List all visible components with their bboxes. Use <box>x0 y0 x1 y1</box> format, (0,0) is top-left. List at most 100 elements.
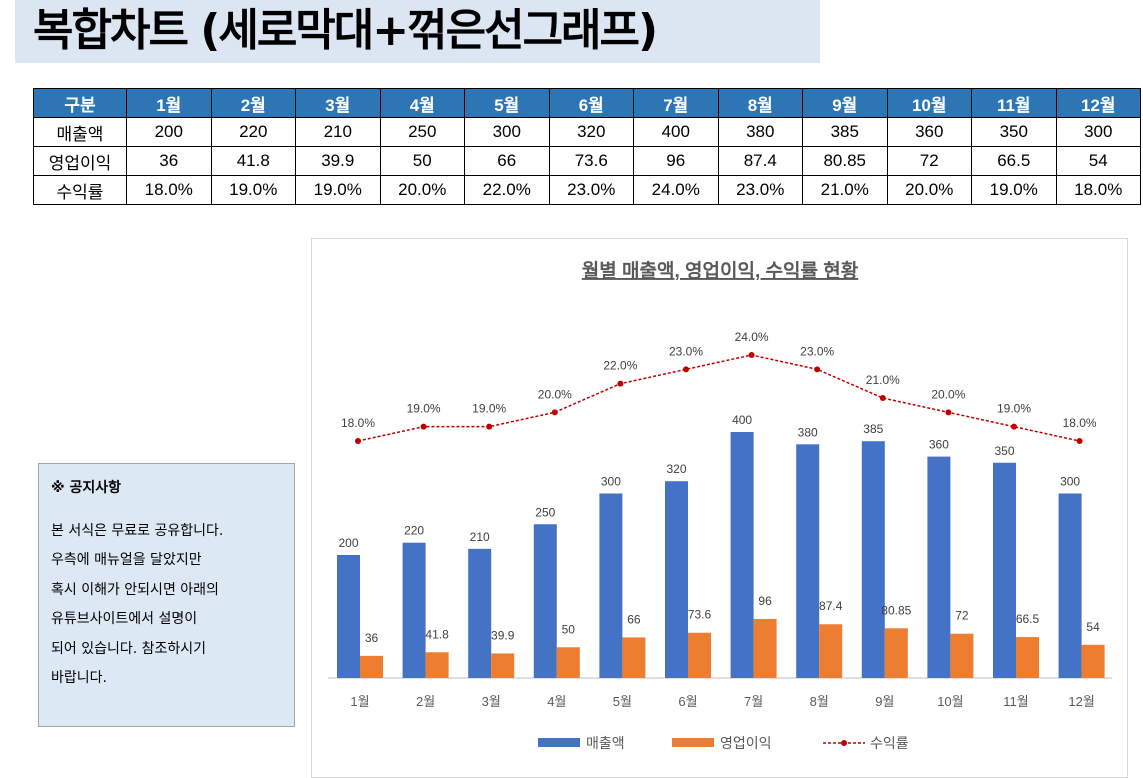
table-cell: 200 <box>126 117 212 147</box>
column-header: 2월 <box>210 88 296 118</box>
table-cell: 23.0% <box>717 175 803 205</box>
bar-sales <box>1058 493 1082 678</box>
legend-label-profit-rate: 수익률 <box>870 735 909 751</box>
data-label-sales: 300 <box>601 475 621 489</box>
column-header: 10월 <box>886 88 972 118</box>
marker-profit-rate <box>355 438 361 444</box>
column-header: 구분 <box>33 88 127 118</box>
table-cell: 54 <box>1055 146 1141 176</box>
table-cell: 20.0% <box>379 175 465 205</box>
marker-profit-rate <box>1011 423 1017 430</box>
category-tick-label: 7월 <box>744 694 763 709</box>
marker-profit-rate <box>748 352 755 359</box>
notice-line: 본 서식은 무료로 공유합니다. <box>51 522 224 539</box>
table-cell: 66.5 <box>971 146 1057 176</box>
data-label-operating-profit: 72 <box>955 609 969 623</box>
bar-sales <box>796 444 820 678</box>
data-label-operating-profit: 73.6 <box>688 608 712 622</box>
marker-profit-rate <box>420 423 427 430</box>
page-title: 복합차트 (세로막대+꺾은선그래프) <box>33 5 658 56</box>
bar-operating-profit <box>1081 644 1105 678</box>
bar-sales <box>861 441 885 678</box>
bar-sales <box>468 548 492 678</box>
data-label-profit-rate: 20.0% <box>538 387 572 401</box>
data-label-profit-rate: 21.0% <box>866 373 900 387</box>
data-label-sales: 380 <box>798 425 818 439</box>
table-cell: 24.0% <box>633 175 719 205</box>
data-label-profit-rate: 24.0% <box>735 330 769 344</box>
combo-chart: 월별 매출액, 영업이익, 수익률 현황 200 36 1월 220 41.8 2월 210 3… <box>328 259 1112 751</box>
data-label-operating-profit: 39.9 <box>491 628 515 642</box>
data-label-operating-profit: 80.85 <box>881 603 911 617</box>
notice-line: 유튜브사이트에서 설명이 <box>51 611 198 627</box>
table-header-row: 구분 1월 2월 3월 4월 5월 6월 7월 8월 9월 10월 11월 12월 <box>33 88 1141 118</box>
bar-sales <box>927 456 951 678</box>
bar-operating-profit <box>1016 637 1039 678</box>
table-cell: 73.6 <box>548 146 634 176</box>
data-label-profit-rate: 20.0% <box>931 387 965 401</box>
notice-line: 바랍니다. <box>51 670 107 686</box>
bar-sales <box>730 432 754 678</box>
table-cell: 36 <box>126 146 212 176</box>
category-tick-label: 12월 <box>1068 694 1094 709</box>
bar-operating-profit <box>753 618 777 678</box>
bar-operating-profit <box>884 628 908 678</box>
bar-operating-profit <box>622 637 646 678</box>
data-label-sales: 360 <box>929 438 949 452</box>
bar-operating-profit <box>556 647 580 678</box>
marker-profit-rate <box>486 423 493 430</box>
data-label-operating-profit: 66.5 <box>1016 612 1040 626</box>
table-cell: 19.0% <box>971 175 1057 205</box>
column-header: 8월 <box>717 88 803 118</box>
data-label-operating-profit: 50 <box>562 622 576 636</box>
table-cell: 320 <box>548 117 634 147</box>
category-tick-label: 4월 <box>547 694 566 709</box>
table-row: 영업이익 36 41.8 39.9 50 66 73.6 96 87.4 80.85 72 66.5 5… <box>33 146 1141 176</box>
data-label-sales: 210 <box>470 530 490 544</box>
data-label-operating-profit: 66 <box>627 612 641 626</box>
column-header: 9월 <box>802 88 888 118</box>
column-header: 1월 <box>126 88 212 118</box>
category-tick-label: 10월 <box>937 694 963 709</box>
data-label-profit-rate: 18.0% <box>1063 416 1097 430</box>
title-band <box>15 0 820 63</box>
legend-label-sales: 매출액 <box>586 735 625 751</box>
column-header: 5월 <box>464 88 550 118</box>
legend-swatch-operating-profit <box>672 738 714 747</box>
category-tick-label: 11월 <box>1003 694 1028 709</box>
bar-sales <box>337 555 360 678</box>
table-row: 수익률 18.0% 19.0% 19.0% 20.0% 22.0% 23.0% 24.0% 23… <box>33 175 1141 205</box>
category-tick-label: 6월 <box>678 694 697 709</box>
marker-profit-rate <box>945 409 952 416</box>
chart-title: 월별 매출액, 영업이익, 수익률 현황 <box>582 259 859 282</box>
data-label-profit-rate: 23.0% <box>669 344 703 358</box>
bar-operating-profit <box>491 653 515 678</box>
marker-profit-rate <box>617 380 624 387</box>
table-cell: 400 <box>633 117 719 147</box>
table-cell: 66 <box>464 146 550 176</box>
marker-profit-rate <box>814 366 821 373</box>
table-cell: 220 <box>210 117 296 147</box>
category-tick-label: 8월 <box>810 694 829 709</box>
bar-operating-profit <box>819 624 843 678</box>
data-label-operating-profit: 96 <box>758 594 772 608</box>
column-header: 6월 <box>548 88 634 118</box>
bar-operating-profit <box>425 652 449 678</box>
table-cell: 20.0% <box>886 175 972 205</box>
data-label-profit-rate: 19.0% <box>407 402 441 416</box>
data-label-operating-profit: 87.4 <box>819 599 843 613</box>
column-header: 3월 <box>295 88 381 118</box>
data-label-sales: 200 <box>338 536 358 550</box>
table-cell: 72 <box>886 146 972 176</box>
line-profit-rate <box>357 354 1080 442</box>
legend-label-operating-profit: 영업이익 <box>720 735 772 751</box>
table-cell: 18.0% <box>126 175 212 205</box>
table-cell: 360 <box>886 117 972 147</box>
category-tick-label: 5월 <box>613 694 632 709</box>
notice-title: ※ 공지사항 <box>51 480 122 496</box>
column-header: 4월 <box>379 88 465 118</box>
notice-box: ※ 공지사항 본 서식은 무료로 공유합니다. 우측에 매뉴얼을 달았지만 혹시… <box>38 463 295 727</box>
bar-operating-profit <box>950 633 974 678</box>
marker-profit-rate <box>551 409 558 416</box>
table-cell: 23.0% <box>548 175 634 205</box>
